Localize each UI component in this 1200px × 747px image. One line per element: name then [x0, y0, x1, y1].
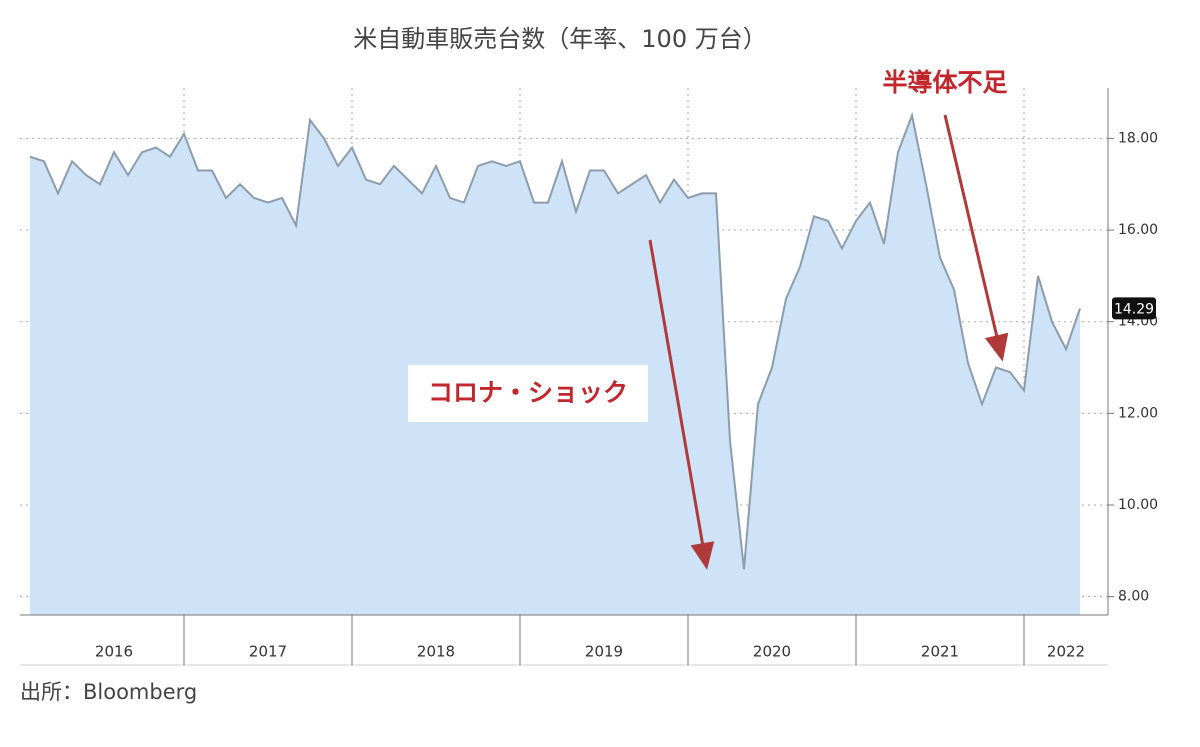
arrow — [943, 114, 1009, 362]
annotation: 半導体不足 — [882, 68, 1007, 97]
chart-title: 米自動車販売台数（年率、100 万台） — [353, 25, 766, 53]
y-tick-label: 18.00 — [1118, 130, 1158, 146]
x-tick-label: 2022 — [1047, 643, 1085, 661]
x-tick-label: 2020 — [753, 643, 791, 661]
x-tick-label: 2018 — [417, 643, 455, 661]
value-label: 14.29 — [1114, 301, 1154, 317]
x-tick-label: 2016 — [95, 643, 133, 661]
y-tick-label: 12.00 — [1118, 405, 1158, 421]
y-tick-label: 8.00 — [1118, 589, 1149, 605]
annotation-box — [408, 365, 648, 422]
value-tag — [1112, 297, 1156, 320]
x-tick-label: 2021 — [921, 643, 959, 661]
annotation: コロナ・ショック — [428, 378, 628, 407]
x-tick-label: 2019 — [585, 643, 623, 661]
line — [29, 111, 1081, 570]
y-tick-label: 10.00 — [1118, 497, 1158, 513]
y-tick-label: 16.00 — [1118, 222, 1158, 238]
x-tick-label: 2017 — [249, 643, 287, 661]
source: 出所：Bloomberg — [20, 680, 197, 704]
arrow — [648, 239, 715, 570]
